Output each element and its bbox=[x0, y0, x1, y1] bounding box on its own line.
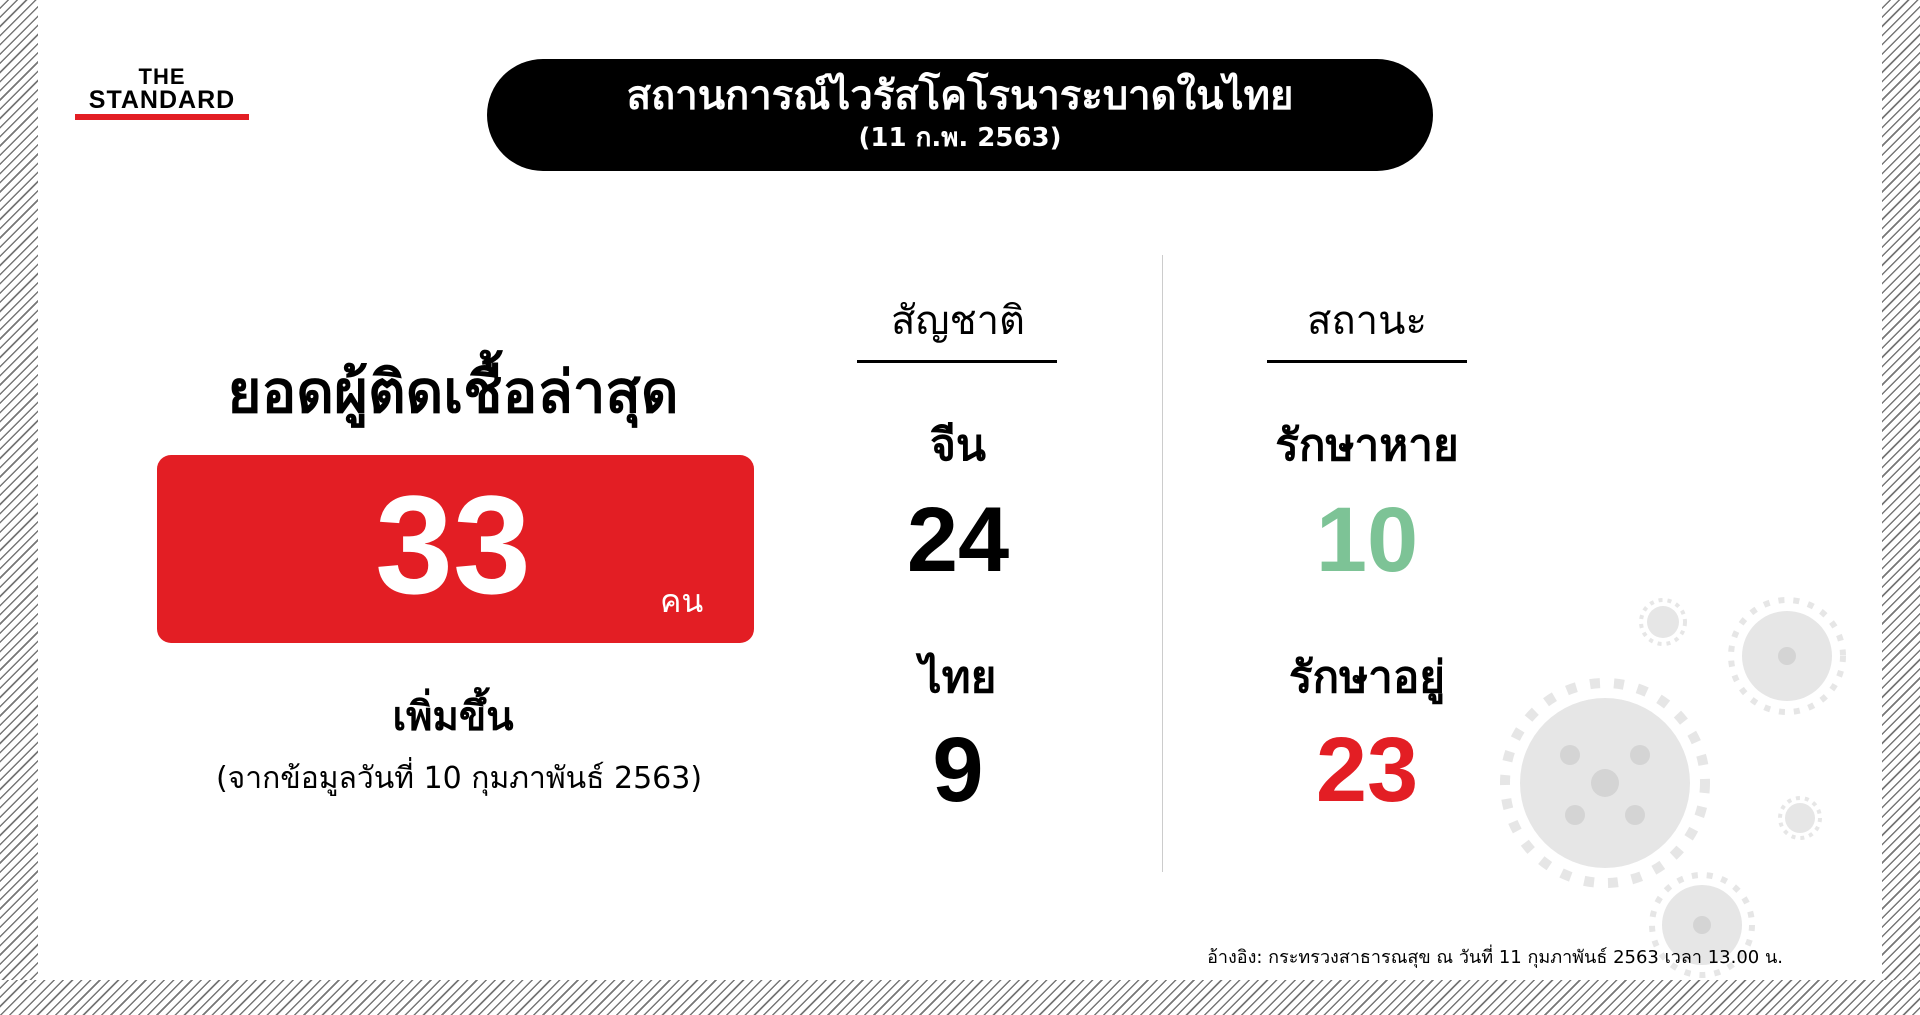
nationality-rule bbox=[857, 360, 1057, 363]
the-standard-logo: THE STANDARD bbox=[75, 66, 249, 120]
status-label-in-treatment: รักษาอยู่ bbox=[1288, 652, 1446, 703]
nationality-label-thai: ไทย bbox=[919, 652, 997, 703]
count-unit: คน bbox=[660, 582, 704, 620]
column-divider bbox=[1162, 255, 1163, 872]
hatch-border-right bbox=[1882, 0, 1920, 1015]
hatch-border-bottom bbox=[0, 980, 1920, 1015]
nationality-label-china: จีน bbox=[930, 420, 986, 471]
hatch-border-left bbox=[0, 0, 38, 1015]
logo-line2: STANDARD bbox=[88, 86, 236, 114]
virus-decoration bbox=[1500, 597, 1846, 978]
nationality-heading: สัญชาติ bbox=[890, 298, 1026, 344]
status-heading: สถานะ bbox=[1307, 298, 1427, 344]
status-value-recovered: 10 bbox=[1315, 489, 1419, 591]
nationality-value-thai: 9 bbox=[932, 719, 984, 821]
count-box bbox=[157, 455, 754, 643]
status-label-recovered: รักษาหาย bbox=[1275, 420, 1459, 471]
source-footnote: อ้างอิง: กระทรวงสาธารณสุข ณ วันที่ 11 กุ… bbox=[1207, 947, 1783, 968]
summary-heading: ยอดผู้ติดเชื้อล่าสุด bbox=[227, 358, 679, 426]
title-banner: สถานการณ์ไวรัสโคโรนาระบาดในไทย (11 ก.พ. … bbox=[487, 59, 1433, 171]
page-title: สถานการณ์ไวรัสโคโรนาระบาดในไทย bbox=[626, 73, 1294, 119]
total-count: 33 bbox=[375, 466, 531, 623]
increase-label: เพิ่มขึ้น bbox=[392, 694, 514, 740]
status-rule bbox=[1267, 360, 1467, 363]
data-date-note: (จากข้อมูลวันที่ 10 กุมภาพันธ์ 2563) bbox=[215, 761, 703, 796]
nationality-value-china: 24 bbox=[906, 489, 1010, 591]
page-date: (11 ก.พ. 2563) bbox=[858, 123, 1062, 153]
logo-line1: THE bbox=[138, 64, 186, 89]
status-value-in-treatment: 23 bbox=[1315, 719, 1419, 821]
logo-underline bbox=[75, 114, 249, 120]
